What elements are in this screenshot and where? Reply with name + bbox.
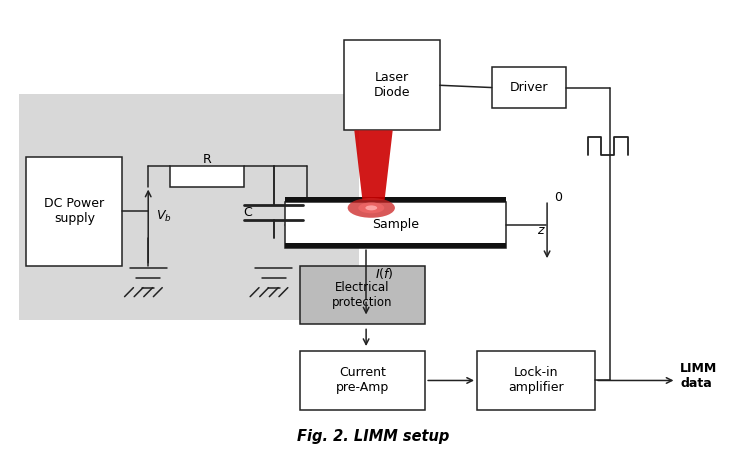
Bar (300, 351, 425, 410)
Text: R: R (203, 153, 211, 166)
Bar (300, 266, 425, 324)
Text: Lock-in
amplifier: Lock-in amplifier (508, 366, 564, 394)
Text: $I(f)$: $I(f)$ (375, 266, 394, 281)
Bar (26, 157, 123, 266)
Text: Current
pre-Amp: Current pre-Amp (336, 366, 389, 394)
Text: C: C (244, 207, 252, 219)
Text: Sample: Sample (372, 218, 419, 231)
Text: z: z (537, 224, 543, 237)
Ellipse shape (347, 198, 395, 218)
Text: 0: 0 (554, 191, 562, 204)
Text: $V_{b}$: $V_{b}$ (155, 208, 171, 224)
Bar (19, 94, 359, 319)
Bar (492, 67, 565, 108)
Text: Driver: Driver (509, 81, 548, 94)
Text: Electrical
protection: Electrical protection (332, 281, 393, 309)
Text: Laser
Diode: Laser Diode (374, 71, 410, 99)
Bar (285, 202, 506, 247)
Bar (285, 197, 506, 202)
Bar (477, 351, 595, 410)
Ellipse shape (365, 205, 377, 210)
Bar (170, 167, 244, 187)
Polygon shape (354, 130, 393, 200)
Bar (285, 243, 506, 248)
Bar (344, 40, 440, 130)
Ellipse shape (359, 202, 384, 213)
Text: Fig. 2. LIMM setup: Fig. 2. LIMM setup (297, 429, 450, 443)
Text: LIMM
data: LIMM data (680, 362, 717, 390)
Text: DC Power
supply: DC Power supply (44, 197, 105, 225)
